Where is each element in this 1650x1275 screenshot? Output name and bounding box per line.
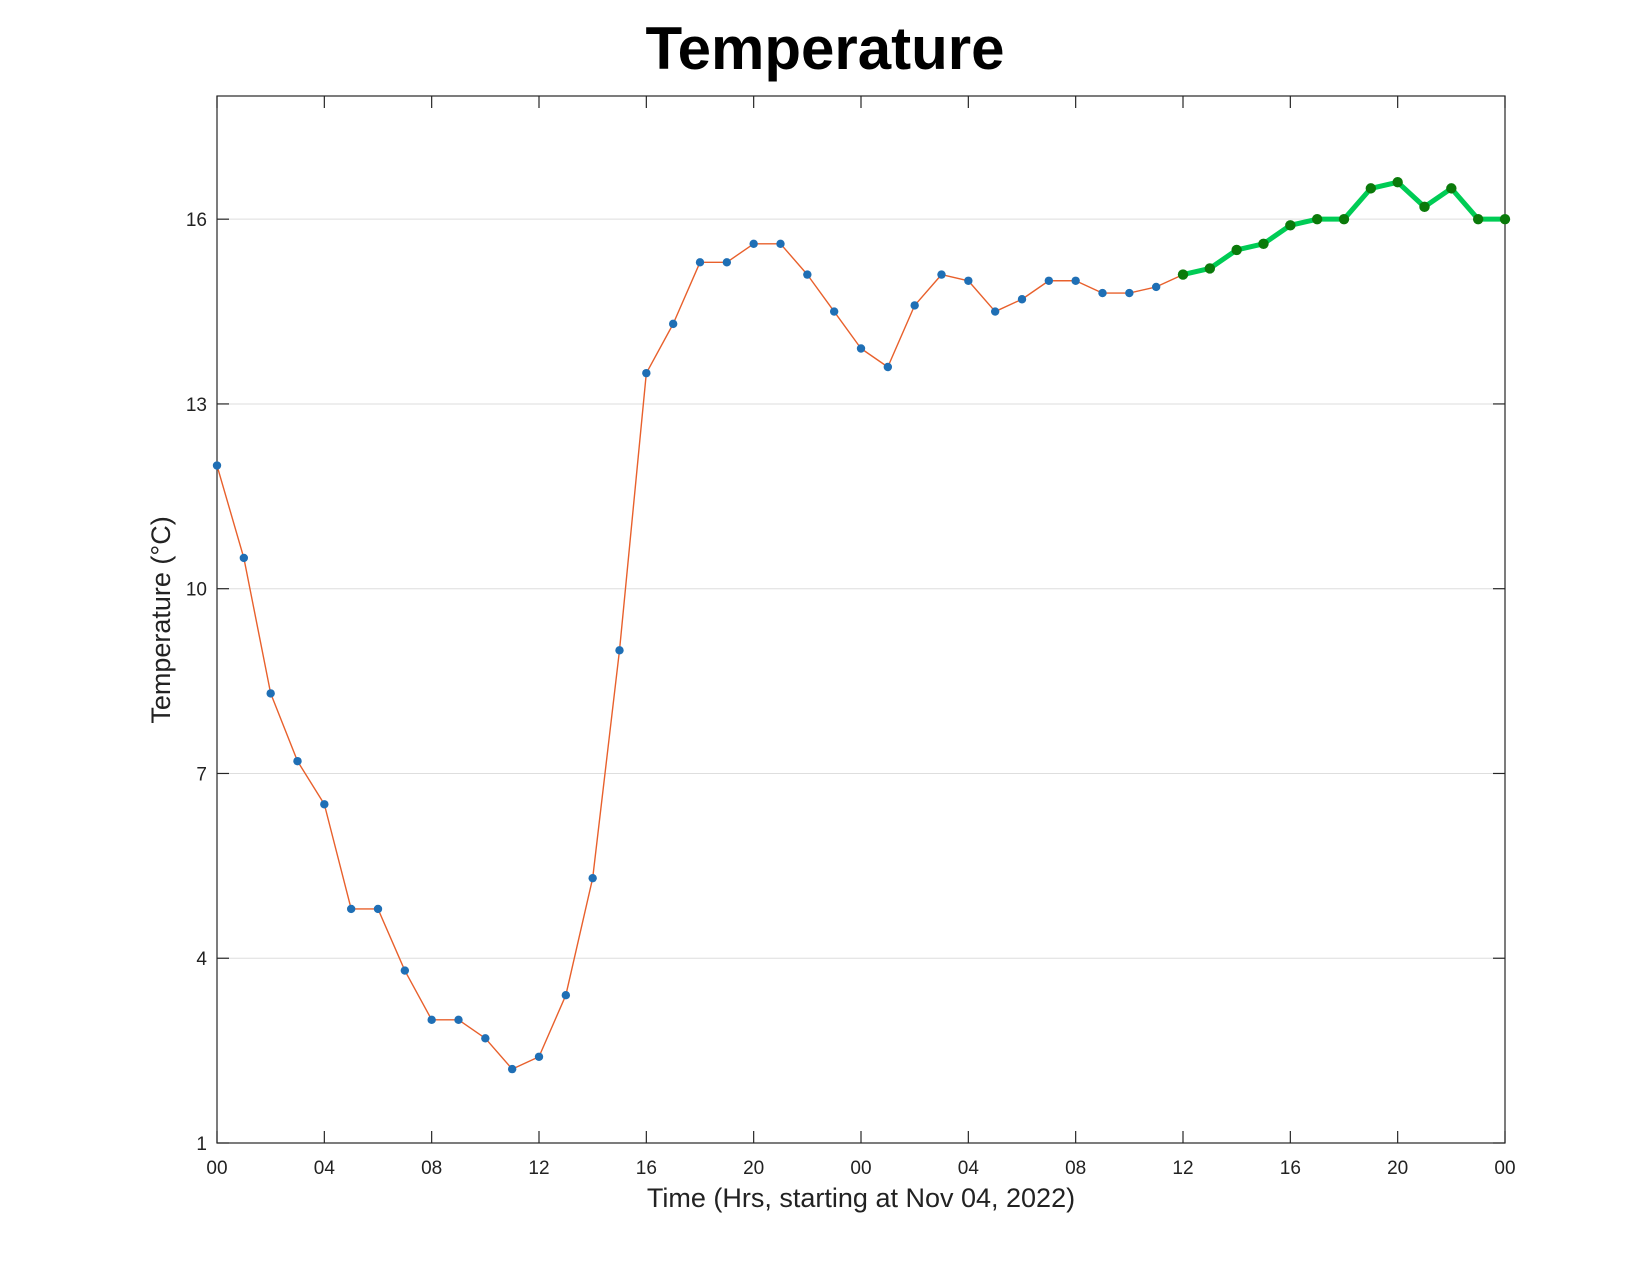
observed-data-point [1098,288,1107,298]
observed-data-point [642,368,651,378]
observed-data-point [883,362,893,372]
observed-data-point [346,904,356,914]
y-tick-label: 1 [196,1134,207,1155]
observed-data-point [695,258,705,267]
y-tick-label: 7 [196,764,207,785]
y-tick-label: 16 [186,210,207,231]
observed-data-point [561,990,571,1000]
observed-data-point [856,344,866,353]
x-tick-label: 04 [958,1158,980,1179]
plot-area-frame [216,95,1506,1144]
x-tick-label: 00 [1494,1158,1515,1179]
x-tick-label: 12 [1172,1158,1193,1179]
observed-data-point [776,239,785,249]
observed-data-point [320,800,329,809]
forecast-data-point [1285,220,1296,231]
forecast-data-point [1419,201,1430,213]
y-tick-label: 10 [186,580,207,601]
observed-data-point [722,258,732,267]
observed-data-point [1125,288,1134,298]
forecast-data-point [1392,177,1403,188]
x-tick-label: 00 [850,1158,871,1179]
forecast-data-point [1231,244,1242,256]
x-tick-label: 08 [421,1158,442,1179]
observed-data-point [534,1052,544,1061]
data-series [212,177,1511,1074]
observed-data-point [910,301,919,310]
forecast-data-point [1258,238,1269,250]
observed-series-line [216,243,1184,1070]
observed-data-point [803,270,812,279]
forecast-series-line [1180,179,1508,278]
x-tick-label: 16 [1280,1158,1301,1179]
observed-data-point [454,1015,463,1025]
forecast-data-point [1338,213,1350,225]
forecast-data-point [1365,183,1377,194]
observed-data-point [990,307,1000,316]
observed-data-point [588,873,597,883]
forecast-data-point [1204,263,1216,274]
observed-data-point [1017,295,1027,304]
observed-data-point [937,270,946,279]
forecast-data-point [1472,213,1484,225]
observed-data-point [615,646,624,655]
x-tick-label: 04 [314,1158,336,1179]
observed-data-point [507,1064,517,1074]
observed-data-point [1151,282,1161,292]
observed-data-point [373,904,383,914]
observed-data-point [749,239,758,249]
observed-data-point [668,319,678,329]
observed-data-point [427,1015,436,1025]
x-tick-label: 12 [528,1158,549,1179]
observed-data-point [400,966,410,975]
observed-data-point [829,307,839,316]
observed-data-point [1044,276,1054,285]
forecast-data-point [1499,213,1511,225]
x-tick-label: 20 [1387,1158,1408,1179]
observed-data-point [239,553,249,563]
forecast-data-point [1177,269,1189,280]
observed-data-point [964,276,973,285]
observed-data-point [481,1034,490,1043]
x-tick-label: 08 [1065,1158,1086,1179]
forecast-data-point [1311,213,1323,225]
observed-data-point [293,756,302,766]
observed-data-point [1071,276,1080,285]
chart-title: Temperature [645,15,1005,82]
observed-data-point [212,461,222,470]
x-tick-label: 20 [743,1158,764,1179]
x-axis-label: Time (Hrs, starting at Nov 04, 2022) [647,1183,1075,1213]
grid-lines [217,218,1505,959]
y-tick-label: 4 [196,949,207,970]
x-tick-label: 00 [206,1158,227,1179]
observed-data-point [266,689,275,698]
y-tick-label: 13 [186,395,207,416]
axis-ticks: 1 4 7 10 13 16 00 04 08 12 16 20 00 04 08 12 16 20 00 [186,96,1516,1179]
y-axis-label: Temperature (°C) [146,516,176,723]
forecast-data-point [1446,183,1457,194]
x-tick-label: 16 [636,1158,657,1179]
